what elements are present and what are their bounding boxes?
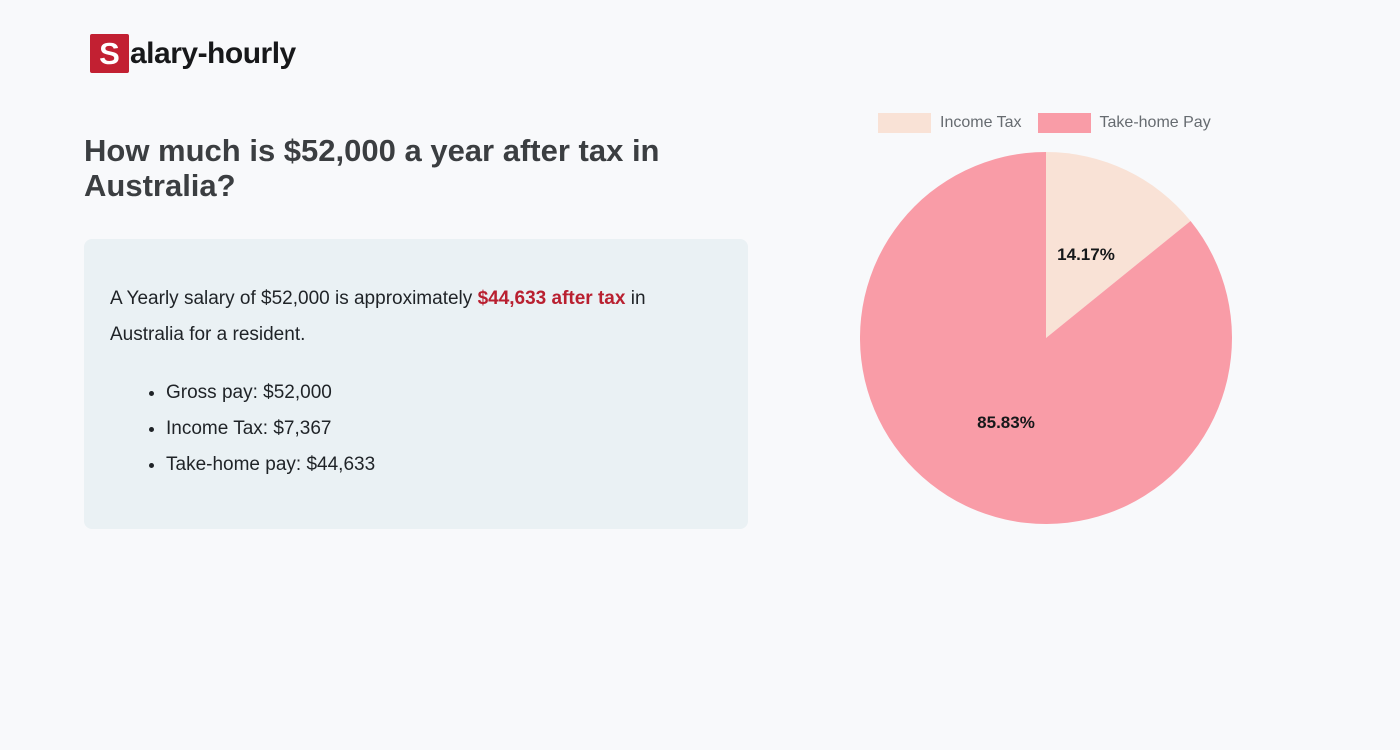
- income-tax-swatch: [878, 113, 931, 133]
- legend-item-income-tax[interactable]: Income Tax: [878, 113, 1022, 133]
- page-title: How much is $52,000 a year after tax in …: [84, 133, 660, 203]
- logo-text: alary-hourly: [130, 36, 296, 70]
- legend-item-take-home-pay[interactable]: Take-home Pay: [1037, 113, 1211, 133]
- logo-s-mark: S: [90, 34, 129, 73]
- summary-card: A Yearly salary of $52,000 is approximat…: [84, 239, 748, 529]
- pie-slice-take-home-pay[interactable]: [860, 152, 1232, 524]
- legend-label-income-tax: Income Tax: [940, 114, 1022, 131]
- salary-breakdown-list: Gross pay: $52,000 Income Tax: $7,367 Ta…: [110, 375, 720, 483]
- list-item-income-tax: Income Tax: $7,367: [166, 411, 720, 447]
- site-logo[interactable]: S alary-hourly: [90, 34, 296, 73]
- pie-percent-label-income-tax: 14.17%: [1057, 245, 1115, 264]
- pie-chart-svg: 14.17% 85.83%: [860, 152, 1232, 524]
- summary-text: A Yearly salary of $52,000 is approximat…: [110, 281, 720, 353]
- list-item-take-home-pay: Take-home pay: $44,633: [166, 447, 720, 483]
- take-home-pay-swatch: [1037, 113, 1091, 133]
- summary-text-before: A Yearly salary of $52,000 is approximat…: [110, 288, 478, 309]
- legend-label-take-home-pay: Take-home Pay: [1099, 114, 1211, 131]
- pie-percent-label-take-home-pay: 85.83%: [977, 413, 1035, 432]
- list-item-gross-pay: Gross pay: $52,000: [166, 375, 720, 411]
- after-tax-amount: $44,633 after tax: [477, 288, 626, 309]
- summary-text-after: in Australia for a resident.: [110, 288, 646, 345]
- pie-slice-income-tax[interactable]: [1046, 152, 1191, 338]
- chart-legend: Income Tax Take-home Pay: [878, 113, 1211, 133]
